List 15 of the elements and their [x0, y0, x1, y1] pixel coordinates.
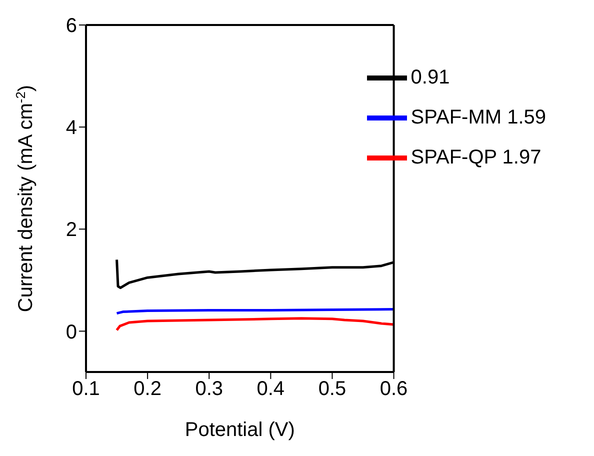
y-tick-label: 6 — [66, 15, 77, 38]
legend-label: SPAF-MM 1.59 — [410, 106, 546, 128]
y-tick-label: 0 — [66, 321, 77, 344]
y-tick-label: 2 — [66, 219, 77, 242]
legend-label: 0.91 — [410, 66, 450, 88]
x-tick-label: 0.2 — [134, 378, 162, 400]
x-tick-label: 0.4 — [256, 378, 285, 400]
legend-label: SPAF-QP 1.97 — [410, 146, 542, 168]
x-tick-label: 0.1 — [72, 378, 100, 400]
x-tick-label: 0.6 — [380, 378, 408, 400]
x-axis-title: Potential (V) — [184, 419, 295, 441]
x-tick-label: 0.3 — [195, 378, 224, 400]
y-tick-label: 4 — [66, 117, 77, 140]
x-tick-label: 0.5 — [318, 378, 346, 400]
line-series — [116, 317, 394, 332]
